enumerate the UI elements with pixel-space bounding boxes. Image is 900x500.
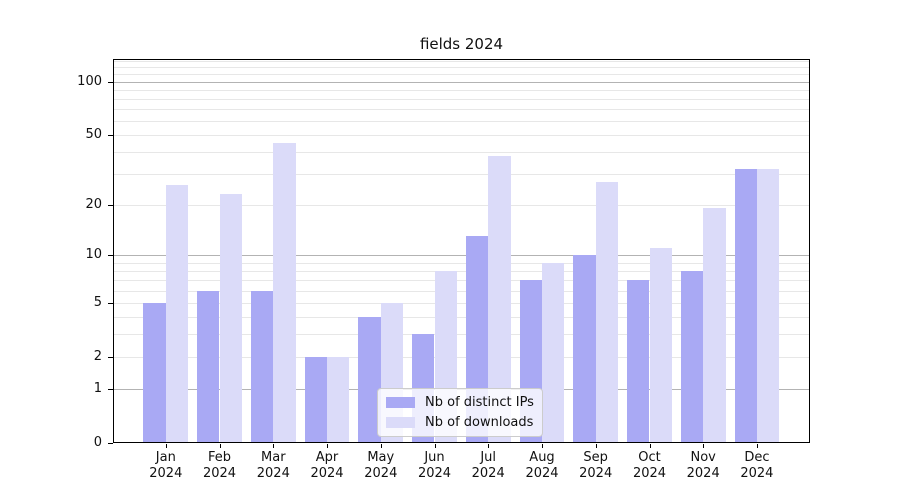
x-axis-tick-label: Feb 2024 xyxy=(202,450,237,481)
bar-downloads xyxy=(273,143,296,443)
x-tick-mark xyxy=(327,444,328,448)
gridline-minor xyxy=(114,270,809,272)
gridline-minor xyxy=(114,262,809,264)
gridline-minor xyxy=(114,98,809,100)
bar-distinct-ips xyxy=(734,169,757,443)
gridline-minor xyxy=(114,61,809,63)
gridline-major xyxy=(114,255,809,257)
legend-entry-downloads: Nb of downloads xyxy=(386,415,534,430)
y-axis-tick-label: 1 xyxy=(93,380,102,396)
y-axis-tick-label: 5 xyxy=(93,294,102,310)
x-tick-mark xyxy=(488,444,490,448)
bar-downloads xyxy=(219,194,242,443)
bar-downloads xyxy=(649,248,672,443)
x-axis-tick-label: May 2024 xyxy=(364,450,398,481)
y-tick-mark xyxy=(108,357,113,358)
gridline-minor xyxy=(114,334,809,336)
bar-downloads xyxy=(703,208,726,443)
x-tick-mark xyxy=(165,444,167,448)
y-tick-mark xyxy=(108,443,113,444)
chart-title: fields 2024 xyxy=(419,35,504,53)
x-tick-mark xyxy=(219,444,221,448)
x-axis-tick-label: Apr 2024 xyxy=(310,450,344,481)
gridline-minor xyxy=(114,302,809,304)
legend-entry-distinct-ips: Nb of distinct IPs xyxy=(386,395,534,410)
y-tick-mark xyxy=(108,388,113,390)
y-axis-tick-label: 50 xyxy=(85,127,102,143)
bar-distinct-ips xyxy=(197,290,220,443)
gridline-minor xyxy=(114,280,809,282)
gridline-minor xyxy=(114,121,809,122)
legend-label-distinct-ips: Nb of distinct IPs xyxy=(425,395,534,410)
x-axis-tick-label: Oct 2024 xyxy=(632,450,667,481)
y-tick-mark xyxy=(108,81,113,83)
bar-distinct-ips xyxy=(250,290,274,443)
x-tick-mark xyxy=(434,444,436,448)
bar-distinct-ips xyxy=(627,280,650,443)
gridline-minor xyxy=(114,290,809,292)
x-tick-mark xyxy=(595,444,597,448)
legend-swatch-downloads xyxy=(386,417,415,428)
bar-downloads xyxy=(595,182,619,443)
x-axis-tick-label: Jun 2024 xyxy=(417,450,452,481)
bar-downloads xyxy=(542,262,565,443)
gridline-minor xyxy=(114,67,809,69)
gridline-minor xyxy=(114,109,809,111)
bar-distinct-ips xyxy=(143,302,166,443)
gridline-minor xyxy=(114,74,809,76)
bar-distinct-ips xyxy=(573,255,596,443)
y-tick-mark xyxy=(108,255,113,257)
legend-swatch-distinct-ips xyxy=(386,397,415,408)
bar-distinct-ips xyxy=(358,317,381,443)
bar-distinct-ips xyxy=(680,270,704,443)
y-axis-tick-label: 0 xyxy=(93,435,102,450)
y-axis-tick-label: 2 xyxy=(93,349,102,364)
x-tick-mark xyxy=(542,444,543,448)
legend-label-downloads: Nb of downloads xyxy=(425,415,534,430)
bar-downloads xyxy=(327,357,350,443)
x-tick-mark xyxy=(649,444,651,448)
x-axis-tick-label: Dec 2024 xyxy=(740,450,774,481)
bar-downloads xyxy=(756,169,780,443)
y-tick-mark xyxy=(108,204,113,206)
x-tick-mark xyxy=(273,444,275,448)
x-axis-tick-label: Nov 2024 xyxy=(686,450,720,481)
gridline-minor xyxy=(114,152,809,154)
x-axis-tick-label: Jan 2024 xyxy=(149,450,183,481)
x-tick-mark xyxy=(380,444,382,448)
gridline-minor xyxy=(114,135,809,137)
y-axis-tick-label: 100 xyxy=(77,73,102,89)
bar-distinct-ips xyxy=(304,357,327,443)
gridline-minor xyxy=(114,317,809,318)
gridline-minor xyxy=(114,357,809,358)
gridline-minor xyxy=(114,204,809,206)
x-tick-mark xyxy=(703,444,705,448)
bar-downloads xyxy=(165,184,189,443)
x-tick-mark xyxy=(756,444,758,448)
x-axis-tick-label: Jul 2024 xyxy=(471,450,505,481)
x-axis-tick-label: Aug 2024 xyxy=(525,450,559,481)
gridline-minor xyxy=(114,89,809,91)
x-axis-tick-label: Mar 2024 xyxy=(256,450,290,481)
y-axis-tick-label: 20 xyxy=(85,196,102,212)
gridline-minor xyxy=(114,174,809,176)
bar-downloads xyxy=(488,156,511,443)
y-tick-mark xyxy=(108,302,113,304)
legend: Nb of distinct IPs Nb of downloads xyxy=(377,388,543,437)
x-axis-tick-label: Sep 2024 xyxy=(579,450,613,481)
y-axis-tick-label: 10 xyxy=(85,247,102,263)
gridline-major xyxy=(114,81,809,83)
y-tick-mark xyxy=(108,135,113,137)
